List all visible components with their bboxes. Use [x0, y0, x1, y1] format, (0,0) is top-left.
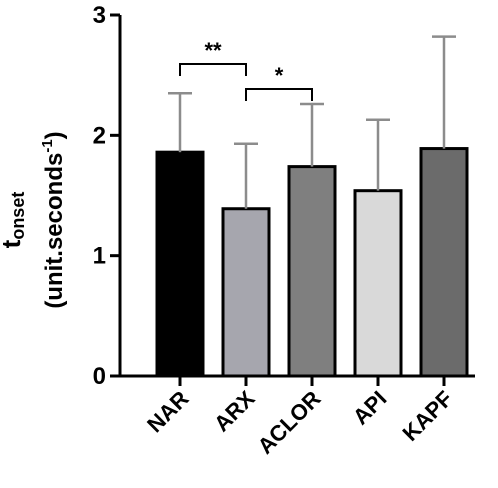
- bar: [353, 189, 403, 378]
- bars: [155, 147, 469, 378]
- significance-label: **: [204, 38, 222, 63]
- y-tick-label: 1: [93, 243, 106, 270]
- x-tick-label: ARX: [209, 386, 260, 437]
- significance-brackets: ***: [179, 38, 313, 101]
- bar: [419, 147, 469, 378]
- bar: [155, 150, 205, 378]
- significance-bracket: [245, 88, 313, 101]
- y-tick-label: 3: [93, 2, 106, 29]
- significance-label: *: [275, 63, 284, 88]
- x-tick-label: API: [348, 386, 392, 430]
- error-bars: [168, 35, 456, 209]
- y-tick-label: 0: [93, 363, 106, 390]
- x-tick-label: ACLOR: [253, 386, 326, 459]
- bar: [221, 207, 271, 378]
- x-tick-label: KAPF: [398, 386, 458, 446]
- significance-bracket: [179, 63, 247, 76]
- x-tick-label: NAR: [142, 386, 193, 437]
- bar: [287, 165, 337, 378]
- y-tick-label: 2: [93, 122, 106, 149]
